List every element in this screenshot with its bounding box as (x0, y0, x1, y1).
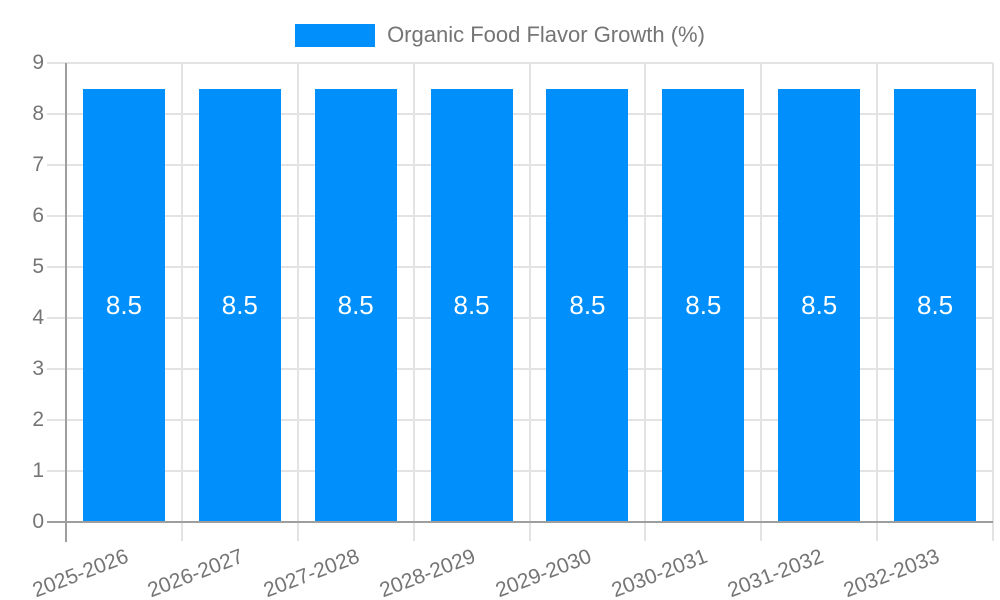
y-axis-label: 3 (32, 357, 44, 380)
x-axis-label: 2032-2033 (840, 544, 943, 600)
x-gridline (992, 63, 994, 521)
legend-label: Organic Food Flavor Growth (%) (387, 22, 705, 47)
bar-value-label: 8.5 (453, 290, 490, 321)
x-axis-label: 2027-2028 (260, 544, 363, 600)
x-axis-label: 2031-2032 (724, 544, 827, 600)
y-gridline (47, 113, 993, 115)
bar-value-label: 8.5 (221, 290, 258, 321)
x-axis-tick (180, 521, 183, 541)
x-axis-label: 2030-2031 (608, 544, 711, 600)
y-gridline (47, 470, 993, 472)
x-axis-tick (644, 521, 647, 541)
bar-value-label: 8.5 (916, 290, 954, 321)
y-axis-label: 9 (32, 51, 44, 74)
x-gridline (760, 63, 763, 521)
bar: 8.5 (662, 88, 745, 522)
x-axis-tick (528, 521, 531, 541)
bar-value-label: 8.5 (105, 290, 143, 321)
x-axis-tick (412, 521, 415, 541)
x-gridline (876, 63, 879, 521)
y-gridline (47, 419, 993, 421)
x-axis-label: 2025-2026 (29, 544, 132, 600)
x-axis-tick (992, 521, 994, 541)
bar: 8.5 (546, 88, 629, 522)
x-axis-tick (760, 521, 763, 541)
y-gridline (47, 215, 993, 217)
x-gridline (412, 63, 415, 521)
x-axis-label: 2029-2030 (492, 544, 595, 600)
x-axis-tick (296, 521, 299, 541)
x-gridline (644, 63, 647, 521)
y-gridline (47, 368, 993, 370)
x-gridline (180, 63, 183, 521)
bar: 8.5 (82, 88, 165, 522)
bar-value-label: 8.5 (801, 290, 838, 321)
x-axis-tick (876, 521, 879, 541)
chart-legend: Organic Food Flavor Growth (%) (0, 22, 1000, 48)
bar: 8.5 (894, 88, 977, 522)
x-axis-line (47, 521, 993, 523)
bar: 8.5 (198, 88, 281, 522)
x-axis-label: 2028-2029 (376, 544, 479, 600)
y-gridline (47, 164, 993, 166)
y-axis-label: 4 (32, 306, 44, 329)
bar-value-label: 8.5 (685, 290, 722, 321)
bar: 8.5 (314, 88, 397, 522)
x-gridline (296, 63, 299, 521)
y-gridline (47, 266, 993, 268)
y-axis-label: 6 (32, 204, 44, 227)
bar-value-label: 8.5 (337, 290, 374, 321)
y-axis-label: 5 (32, 255, 44, 278)
y-axis-label: 2 (32, 408, 44, 431)
x-axis-label: 2026-2027 (144, 544, 247, 600)
bar: 8.5 (430, 88, 513, 522)
y-axis-line (65, 63, 67, 542)
bar: 8.5 (778, 88, 861, 522)
y-axis-label: 7 (32, 153, 44, 176)
y-gridline (47, 317, 993, 319)
y-axis-label: 1 (32, 459, 44, 482)
y-axis-label: 0 (32, 510, 44, 533)
x-gridline (528, 63, 531, 521)
bar-value-label: 8.5 (569, 290, 606, 321)
y-gridline (47, 62, 993, 64)
y-axis-label: 8 (32, 102, 44, 125)
legend-swatch-icon (295, 23, 376, 47)
